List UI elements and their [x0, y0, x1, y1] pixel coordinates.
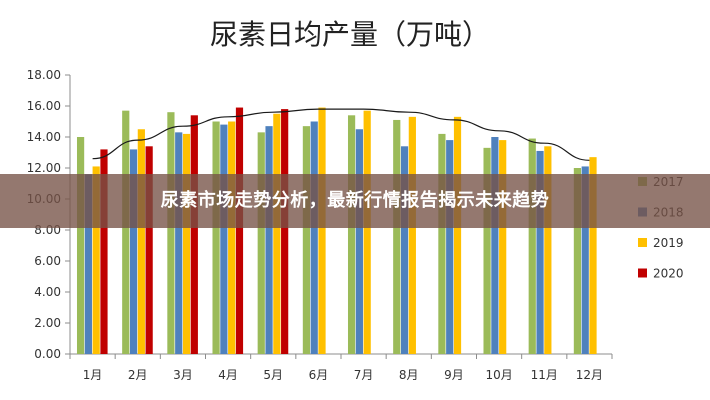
bar	[257, 132, 265, 354]
x-tick-label: 11月	[531, 368, 558, 382]
x-tick-label: 6月	[309, 368, 329, 382]
bar	[129, 149, 138, 354]
legend-label: 2020	[653, 267, 684, 281]
y-tick-label: 14.00	[27, 130, 61, 144]
bar	[220, 124, 228, 354]
legend-swatch	[638, 238, 647, 247]
y-tick-label: 2.00	[34, 316, 61, 330]
legend-label: 2019	[653, 236, 684, 250]
trendline	[92, 108, 590, 161]
bar	[122, 110, 130, 355]
bar	[182, 133, 191, 354]
bar	[536, 150, 544, 354]
bar	[265, 126, 273, 355]
bar	[355, 129, 363, 354]
y-tick-label: 18.00	[27, 68, 61, 82]
x-tick-label: 4月	[218, 368, 238, 382]
bar	[92, 166, 100, 354]
bar	[318, 107, 326, 354]
bar	[483, 147, 491, 354]
bar	[273, 113, 281, 354]
trendline-path	[92, 108, 590, 161]
bar	[228, 121, 236, 354]
y-tick-label: 16.00	[27, 99, 61, 113]
bar	[400, 146, 409, 354]
bar	[137, 129, 145, 354]
x-tick-label: 10月	[485, 368, 512, 382]
bar	[363, 110, 371, 355]
bar	[281, 109, 289, 354]
bar	[190, 115, 198, 354]
bar	[212, 121, 220, 354]
caption-text: 尿素市场走势分析，最新行情报告揭示未来趋势	[160, 190, 550, 211]
bar	[302, 126, 311, 355]
x-tick-label: 8月	[399, 368, 419, 382]
bar	[408, 116, 416, 354]
chart-title: 尿素日均产量（万吨）	[210, 18, 490, 51]
bar	[491, 137, 499, 354]
bar	[589, 157, 597, 354]
bar	[84, 174, 92, 354]
bar	[544, 146, 552, 354]
bar	[581, 166, 589, 354]
bar	[573, 168, 582, 354]
bar	[167, 112, 175, 354]
bar	[446, 140, 454, 354]
x-tick-label: 7月	[354, 368, 374, 382]
bar	[310, 121, 318, 354]
y-tick-label: 12.00	[27, 161, 61, 175]
x-tick-label: 9月	[444, 368, 464, 382]
y-tick-label: 0.00	[34, 347, 61, 361]
x-tick-label: 12月	[576, 368, 603, 382]
bar	[100, 149, 108, 354]
bar	[347, 115, 356, 354]
x-tick-label: 1月	[83, 368, 103, 382]
bar	[528, 138, 536, 354]
x-tick-label: 3月	[173, 368, 193, 382]
x-tick-label: 5月	[263, 368, 283, 382]
bar	[499, 140, 507, 354]
bars	[76, 107, 597, 355]
bar	[438, 133, 446, 354]
y-tick-label: 4.00	[34, 285, 61, 299]
bar	[393, 119, 401, 354]
bar	[235, 107, 244, 354]
tick-labels: 0.002.004.006.008.0010.0012.0014.0016.00…	[27, 68, 603, 382]
bar	[453, 116, 462, 354]
y-tick-label: 6.00	[34, 254, 61, 268]
legend-swatch	[638, 268, 647, 278]
x-tick-label: 2月	[128, 368, 148, 382]
caption-banner: 尿素市场走势分析，最新行情报告揭示未来趋势	[0, 174, 710, 228]
bar	[175, 132, 183, 354]
bar	[145, 146, 153, 354]
axes	[65, 74, 613, 359]
bar	[76, 137, 85, 354]
